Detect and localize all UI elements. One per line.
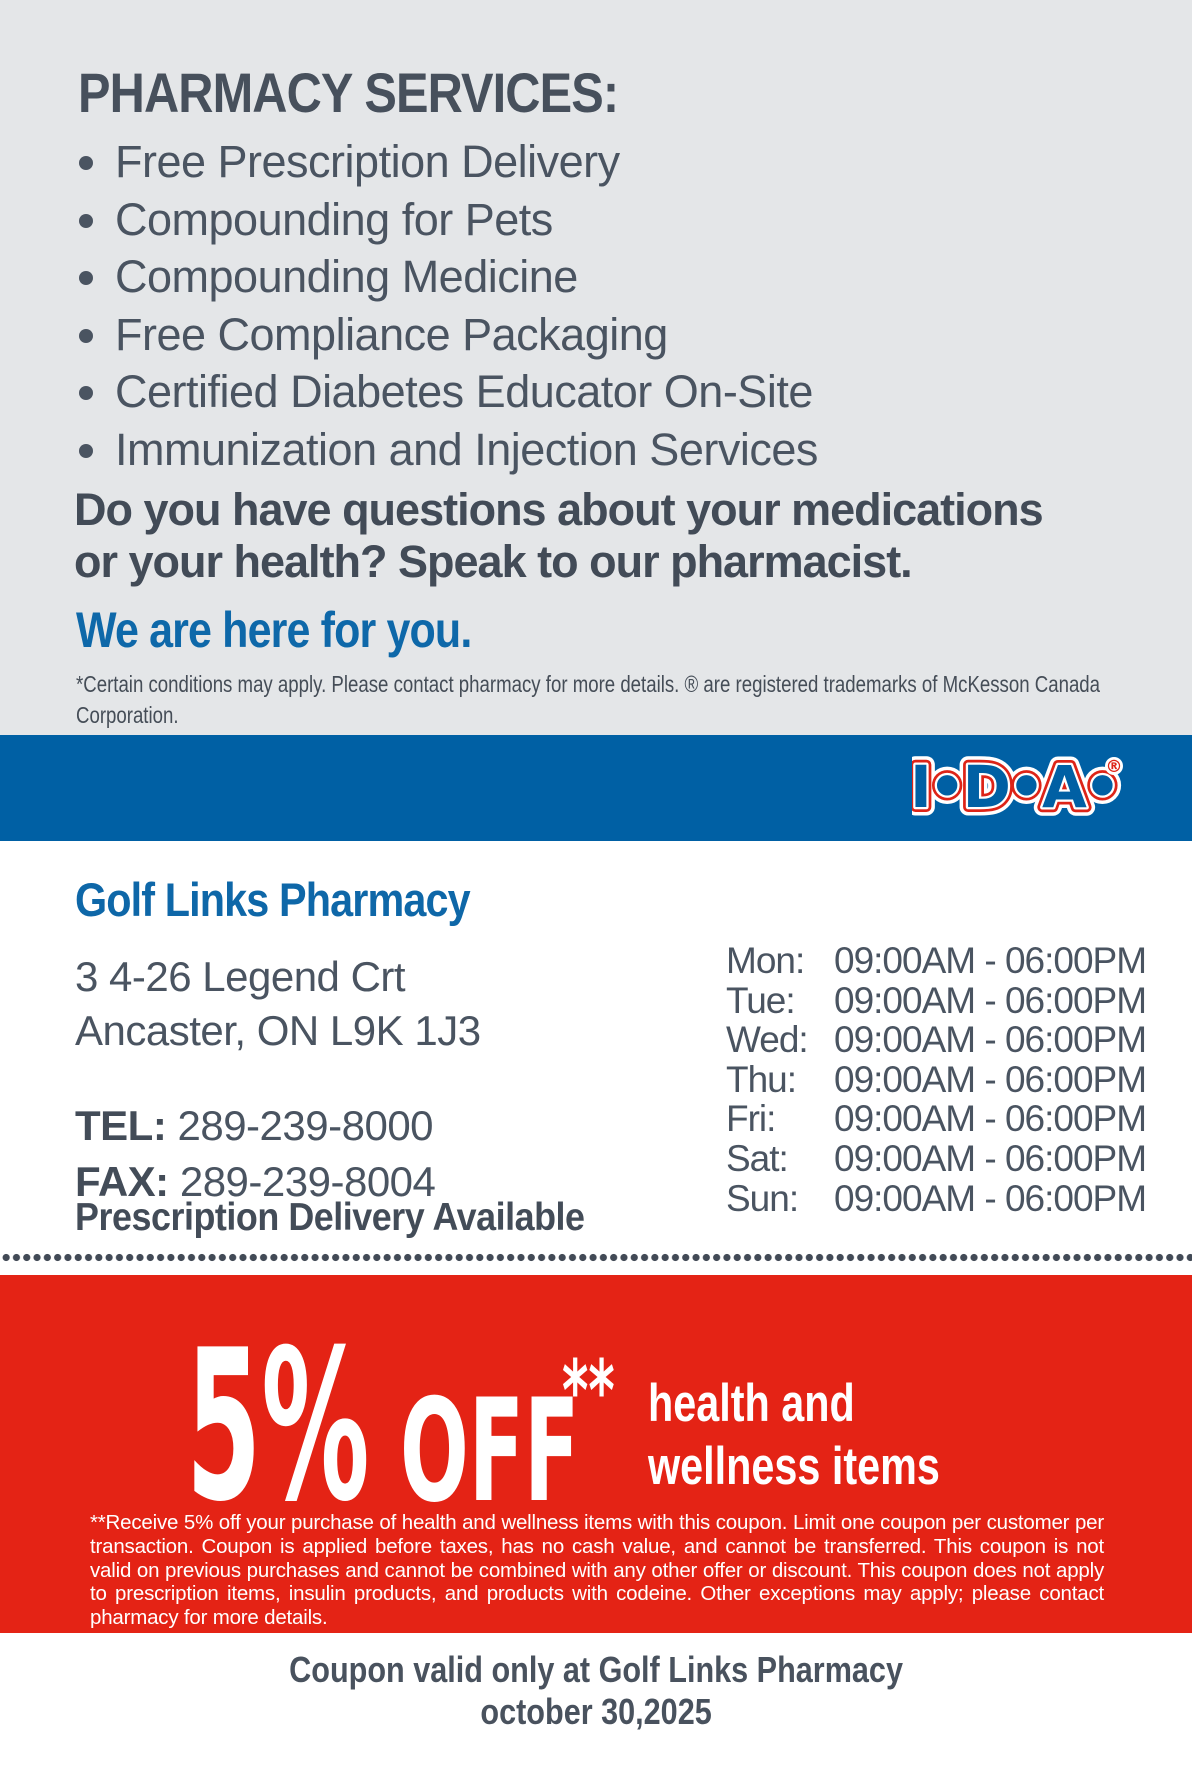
hours-row: Sat: 09:00AM - 06:00PM xyxy=(726,1137,1147,1179)
hours-row: Mon: 09:00AM - 06:00PM xyxy=(726,940,1147,981)
disclaimer-line: *Certain conditions may apply. Please co… xyxy=(76,671,1101,697)
ida-logo-text: I•D•A• xyxy=(912,753,1118,821)
time-value: 09:00AM - 06:00PM xyxy=(834,940,1147,981)
service-item: Immunization and Injection Services xyxy=(78,421,818,479)
day-label: Tue: xyxy=(726,979,796,1021)
day-label: Thu: xyxy=(726,1058,797,1100)
coupon-expiry-date: october 30,2025 xyxy=(0,1691,1192,1733)
ida-logo-text: I•D•A• xyxy=(912,753,1118,821)
hours-row: Fri: 09:00AM - 06:00PM xyxy=(726,1098,1147,1140)
time-value: 09:00AM - 06:00PM xyxy=(834,979,1147,1021)
footnote-asterisks: ** xyxy=(562,1342,615,1440)
store-name: Golf Links Pharmacy xyxy=(75,873,471,926)
validity-text: Coupon valid only at Golf Links Pharmacy xyxy=(289,1649,903,1690)
store-address-line2: Ancaster, ON L9K 1J3 xyxy=(75,1007,481,1054)
phone-number: TEL: 289-239-8000 xyxy=(75,1102,434,1150)
hours-table: Mon: 09:00AM - 06:00PM Tue: 09:00AM - 06:0… xyxy=(726,940,1147,1219)
service-item: Free Prescription Delivery xyxy=(78,133,818,191)
question-text: Do you have questions about your medicat… xyxy=(74,484,1044,588)
coupon-items-line: health and xyxy=(648,1374,855,1433)
ida-logo: I•D•A• I•D•A• I•D•A• I•D•A• ® xyxy=(912,753,1128,823)
hours-row: Sun: 09:00AM - 06:00PM xyxy=(726,1177,1147,1219)
coupon-validity: Coupon valid only at Golf Links Pharmacy xyxy=(0,1649,1192,1691)
time-value: 09:00AM - 06:00PM xyxy=(834,1019,1147,1061)
disclaimer-line: Corporation. xyxy=(76,702,179,728)
service-item: Compounding Medicine xyxy=(78,248,818,306)
question-line: or your health? Speak to our pharmacist. xyxy=(74,536,913,587)
time-value: 09:00AM - 06:00PM xyxy=(834,1058,1147,1100)
services-list: Free Prescription Delivery Compounding f… xyxy=(78,133,818,478)
time-value: 09:00AM - 06:00PM xyxy=(834,1098,1147,1140)
hours-row: Thu: 09:00AM - 06:00PM xyxy=(726,1058,1147,1100)
question-line: Do you have questions about your medicat… xyxy=(74,484,1044,535)
day-label: Sun: xyxy=(726,1177,799,1219)
ida-logo-text: I•D•A• xyxy=(912,753,1118,821)
day-label: Fri: xyxy=(726,1098,776,1140)
delivery-note: Prescription Delivery Available xyxy=(75,1196,585,1239)
tel-value: 289-239-8000 xyxy=(177,1102,434,1149)
time-value: 09:00AM - 06:00PM xyxy=(834,1137,1147,1179)
fax-label: FAX: xyxy=(75,1158,169,1205)
pharmacy-services-section: PHARMACY SERVICES: Free Prescription Del… xyxy=(0,0,1192,735)
off-label: OFF xyxy=(400,1369,580,1534)
day-label: Wed: xyxy=(726,1019,809,1061)
tagline: We are here for you. xyxy=(76,602,472,658)
ida-logo-text: I•D•A• xyxy=(912,753,1118,821)
store-address-line1: 3 4-26 Legend Crt xyxy=(75,953,406,1000)
service-item: Certified Diabetes Educator On-Site xyxy=(78,363,818,421)
service-item: Free Compliance Packaging xyxy=(78,306,818,364)
services-disclaimer: *Certain conditions may apply. Please co… xyxy=(76,669,1100,731)
day-label: Mon: xyxy=(726,940,805,981)
tel-label: TEL: xyxy=(75,1102,167,1149)
discount-value: 5% xyxy=(186,1306,370,1548)
day-label: Sat: xyxy=(726,1137,789,1179)
services-heading: PHARMACY SERVICES: xyxy=(78,61,619,124)
coupon-section: 5% OFF ** health and wellness items **Re… xyxy=(0,1275,1192,1633)
coupon-terms: **Receive 5% off your purchase of health… xyxy=(90,1511,1104,1630)
time-value: 09:00AM - 06:00PM xyxy=(834,1177,1147,1219)
fax-value: 289-239-8004 xyxy=(179,1158,436,1205)
registered-mark: ® xyxy=(1106,757,1123,777)
hours-row: Tue: 09:00AM - 06:00PM xyxy=(726,979,1147,1021)
expiry-date-text: october 30,2025 xyxy=(480,1691,712,1732)
coupon-items-line: wellness items xyxy=(648,1437,940,1496)
brand-bar: I•D•A• I•D•A• I•D•A• I•D•A• ® xyxy=(0,735,1192,841)
registered-mark-disc xyxy=(1105,757,1123,775)
dotted-separator xyxy=(0,1253,1192,1262)
fax-number: FAX: 289-239-8004 xyxy=(75,1158,436,1206)
coupon-items-text: health and wellness items xyxy=(648,1372,940,1498)
hours-row: Wed: 09:00AM - 06:00PM xyxy=(726,1019,1147,1061)
service-item: Compounding for Pets xyxy=(78,191,818,249)
